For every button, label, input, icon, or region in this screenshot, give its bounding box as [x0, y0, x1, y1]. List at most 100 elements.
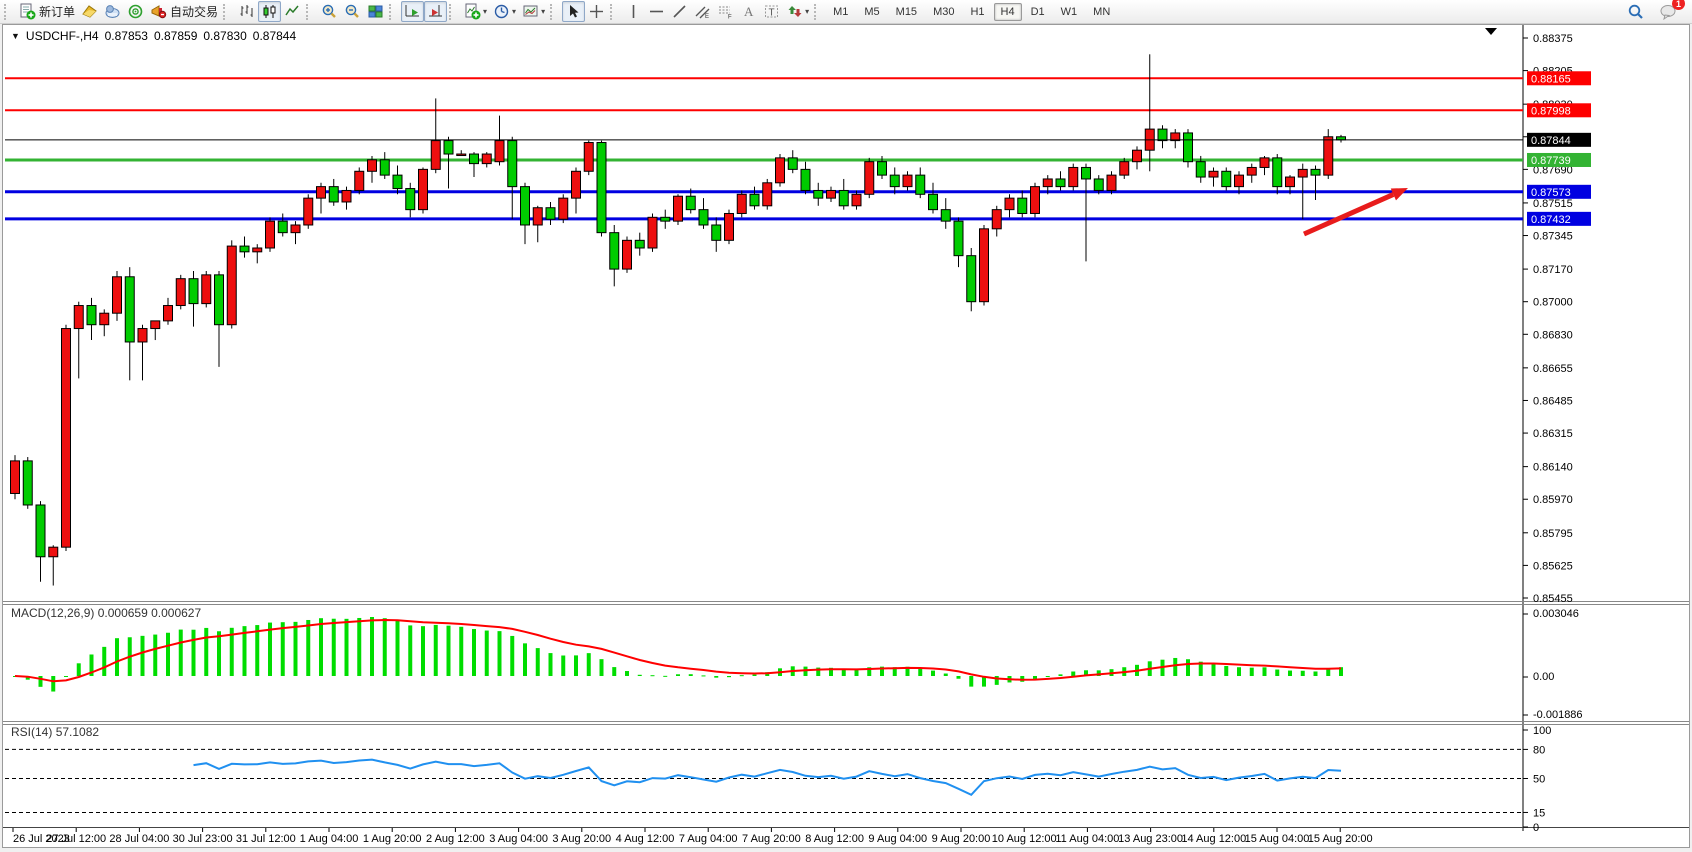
autotrading-button[interactable]: 自动交易: [147, 1, 221, 22]
arrows-button[interactable]: ▾: [783, 1, 812, 22]
macd-histogram-bar: [64, 676, 68, 677]
candle-body: [469, 153, 479, 165]
macd-histogram-bar: [255, 625, 260, 676]
chart-shift-marker[interactable]: [1485, 28, 1497, 35]
candle-body: [175, 278, 186, 307]
candle-body: [698, 209, 709, 226]
y-axis-tick: 0.88375: [1533, 33, 1573, 45]
toolbar-grip[interactable]: [610, 3, 618, 20]
macd-histogram-bar: [918, 668, 923, 676]
price-chip: [1527, 71, 1591, 86]
macd-histogram-bar: [370, 617, 374, 676]
candle-body: [22, 460, 33, 506]
annotation-arrow[interactable]: [1302, 192, 1395, 237]
zoom-out-button[interactable]: [341, 1, 364, 22]
cursor-button[interactable]: [562, 1, 586, 22]
macd-histogram-bar: [803, 666, 808, 676]
chart-title-collapse-icon[interactable]: ▼: [11, 31, 20, 41]
svg-text:A: A: [744, 4, 754, 19]
indicators-button[interactable]: ▾: [461, 1, 490, 22]
new-order-icon: [20, 3, 36, 20]
navigator-button[interactable]: [124, 1, 147, 22]
channel-button[interactable]: E: [691, 1, 714, 22]
templates-button[interactable]: ▾: [519, 1, 548, 22]
macd-histogram-bar: [293, 621, 298, 676]
timeframe-M30[interactable]: M30: [933, 5, 955, 18]
macd-histogram-bar: [446, 625, 451, 676]
data-window-button[interactable]: [101, 1, 124, 22]
macd-label: MACD(12,26,9) 0.000659 0.000627: [11, 606, 201, 620]
macd-signal-line: [14, 618, 1342, 683]
bar-chart-button[interactable]: [235, 1, 258, 22]
macd-histogram-bar: [217, 631, 221, 676]
candle-body: [10, 460, 20, 494]
macd-histogram-bar: [931, 670, 935, 676]
timeframe-MN[interactable]: MN: [1093, 5, 1111, 18]
svg-text:E: E: [705, 14, 709, 20]
macd-histogram-bar: [395, 620, 400, 676]
periods-button[interactable]: ▾: [490, 1, 519, 22]
candle-body: [940, 209, 951, 222]
toolbar-grip[interactable]: [4, 3, 12, 20]
toolbar-grip[interactable]: [449, 3, 457, 20]
toolbar-grip[interactable]: [550, 3, 558, 20]
timeframe-M5[interactable]: M5: [864, 5, 880, 18]
macd-histogram-bar: [943, 673, 948, 676]
y-axis-tick: 0.87345: [1533, 231, 1573, 243]
text-label-button[interactable]: T: [760, 1, 783, 22]
trendline-button[interactable]: [668, 1, 691, 22]
toolbar-grip[interactable]: [389, 3, 397, 20]
y-axis-tick: 0.87690: [1533, 164, 1573, 176]
candle-body: [214, 274, 224, 326]
bar-chart-icon: [240, 5, 253, 17]
candle-body: [1195, 161, 1206, 178]
timeframe-M1[interactable]: M1: [833, 5, 849, 18]
annotation-arrow-head[interactable]: [1390, 188, 1408, 201]
toolbar-grip[interactable]: [306, 3, 314, 20]
auto-scroll-button[interactable]: [401, 1, 425, 22]
tile-windows-button[interactable]: [364, 1, 387, 22]
chart-shift-icon: [429, 5, 443, 17]
line-chart-button[interactable]: [281, 1, 304, 22]
rsi-axis-label: 50: [1533, 774, 1545, 786]
macd-histogram-bar: [1339, 667, 1343, 676]
macd-histogram-bar: [280, 622, 285, 676]
chart-shift-button[interactable]: [424, 1, 448, 22]
candle-body: [928, 193, 938, 211]
macd-histogram-bar: [1084, 670, 1088, 676]
macd-histogram-bar: [1262, 667, 1267, 676]
timeframe-H4[interactable]: H4: [993, 2, 1022, 21]
y-axis-tick: 0.87515: [1533, 198, 1573, 210]
toolbar-grip[interactable]: [814, 3, 822, 20]
x-axis-label: 13 Aug 23:00: [1118, 833, 1183, 845]
crosshair-button[interactable]: [585, 1, 608, 22]
candle-body: [430, 140, 441, 170]
ohlc-high: 0.87859: [153, 29, 198, 43]
vertical-line-button[interactable]: [622, 1, 645, 22]
search-button[interactable]: [1624, 1, 1648, 22]
macd-histogram-bar: [637, 674, 642, 676]
y-axis-tick: 0.85795: [1533, 528, 1573, 540]
timeframe-D1[interactable]: D1: [1030, 5, 1045, 18]
macd-histogram-bar: [548, 653, 553, 676]
timeframe-H1[interactable]: H1: [970, 5, 985, 18]
chart-title-bar[interactable]: ▼ USDCHF-,H4 0.87853 0.87859 0.87830 0.8…: [11, 29, 296, 43]
fibonacci-button[interactable]: F: [714, 1, 737, 22]
text-button[interactable]: A: [737, 1, 760, 22]
macd-histogram-bar: [1249, 667, 1254, 676]
macd-histogram-bar: [1071, 671, 1076, 676]
candle-body: [392, 174, 403, 190]
timeframe-M15[interactable]: M15: [895, 5, 918, 18]
horizontal-line-button[interactable]: [645, 1, 668, 22]
notifications-button[interactable]: 1: [1656, 0, 1685, 22]
candle-body: [673, 195, 683, 222]
candle-body: [902, 174, 913, 188]
toolbar-grip[interactable]: [223, 3, 231, 20]
market-watch-button[interactable]: [78, 1, 101, 22]
new-order-button[interactable]: 新订单: [16, 1, 78, 22]
line-chart-icon: [285, 5, 299, 16]
zoom-in-button[interactable]: [318, 1, 341, 22]
timeframe-W1[interactable]: W1: [1060, 5, 1078, 18]
candlestick-chart-button[interactable]: [258, 1, 282, 22]
chart-canvas[interactable]: 0.883750.882050.880300.878600.876900.875…: [3, 25, 1689, 847]
